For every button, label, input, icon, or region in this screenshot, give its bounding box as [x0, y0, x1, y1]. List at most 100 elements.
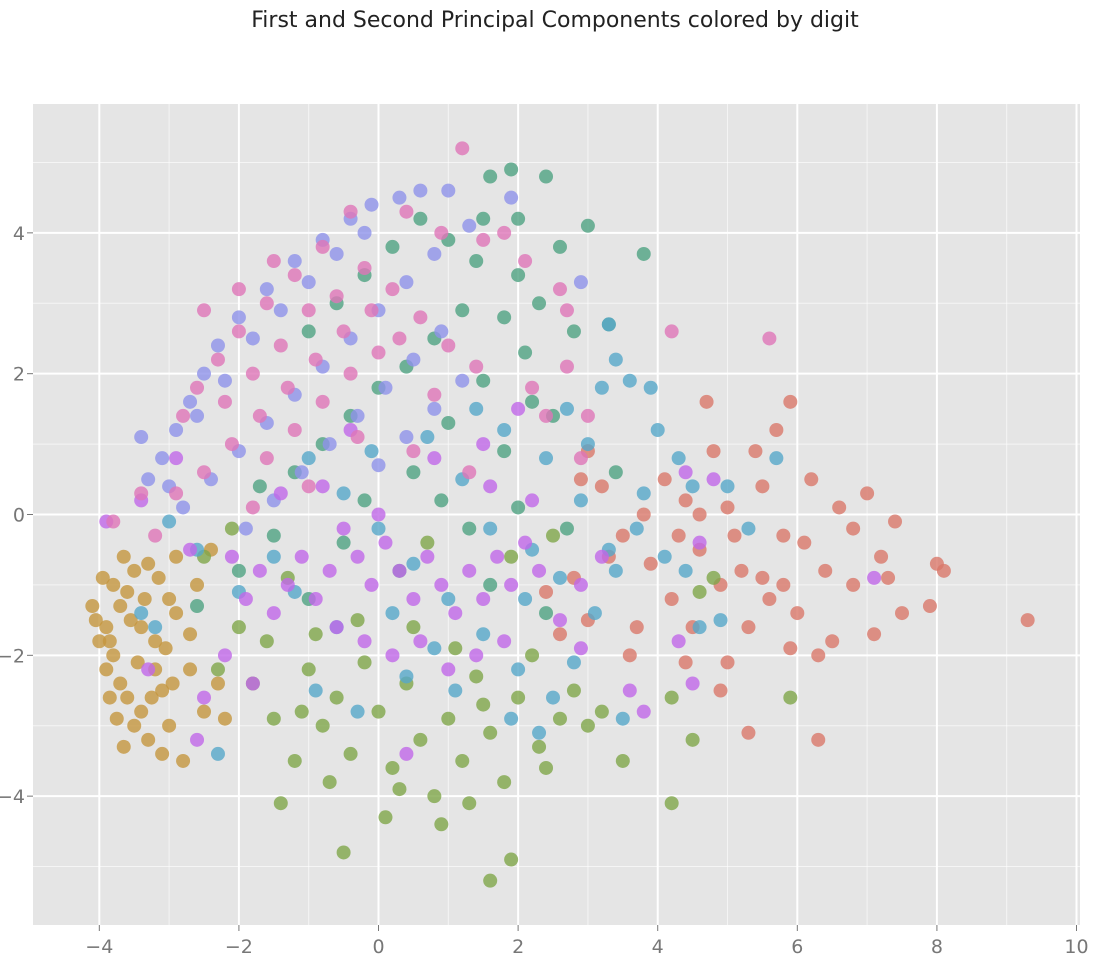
data-point [552, 613, 567, 628]
data-point [148, 620, 163, 635]
data-point [273, 338, 288, 353]
data-point [357, 634, 372, 649]
data-point [657, 549, 672, 564]
data-point [434, 225, 449, 240]
data-point [158, 641, 173, 656]
data-point [678, 655, 693, 670]
data-point [190, 408, 205, 423]
data-point [406, 556, 421, 571]
data-point [364, 303, 379, 318]
data-point [357, 261, 372, 276]
data-point [441, 591, 456, 606]
point-series [134, 183, 588, 536]
point-series [99, 401, 882, 761]
data-point [427, 789, 442, 804]
data-point [483, 169, 498, 184]
data-point [825, 634, 840, 649]
data-point [420, 535, 435, 550]
data-point [273, 486, 288, 501]
y-tick-label: 0 [13, 505, 25, 527]
x-tick-label: −2 [225, 936, 253, 958]
data-point [392, 331, 407, 346]
x-tick-label: 8 [931, 936, 943, 958]
data-point [176, 408, 191, 423]
data-point [413, 211, 428, 226]
data-point [601, 317, 616, 332]
data-point [106, 577, 121, 592]
data-point [266, 254, 281, 269]
data-point [210, 676, 225, 691]
data-point [685, 732, 700, 747]
data-point [636, 704, 651, 719]
data-point [197, 366, 212, 381]
data-point [573, 493, 588, 508]
data-point [210, 746, 225, 761]
data-point [165, 676, 180, 691]
data-point [127, 563, 142, 578]
data-point [539, 606, 554, 621]
data-point [217, 711, 232, 726]
data-point [783, 394, 798, 409]
data-point [720, 479, 735, 494]
data-point [741, 725, 756, 740]
data-point [895, 606, 910, 621]
data-point [455, 303, 470, 318]
data-point [434, 493, 449, 508]
data-point [134, 704, 149, 719]
data-point [155, 746, 170, 761]
data-point [210, 338, 225, 353]
data-point [252, 563, 267, 578]
data-point [776, 528, 791, 543]
data-point [671, 634, 686, 649]
data-point [518, 591, 533, 606]
data-point [280, 577, 295, 592]
data-point [266, 549, 281, 564]
data-point [169, 423, 184, 438]
data-point [427, 451, 442, 466]
data-point [308, 683, 323, 698]
data-point [511, 211, 526, 226]
data-point [469, 254, 484, 269]
data-point [130, 655, 145, 670]
data-point [776, 577, 791, 592]
data-point [336, 486, 351, 501]
data-point [176, 500, 191, 515]
data-point [497, 310, 512, 325]
data-point [266, 711, 281, 726]
data-point [259, 296, 274, 311]
data-point [483, 873, 498, 888]
data-point [210, 352, 225, 367]
data-point [706, 472, 721, 487]
data-point [608, 465, 623, 480]
data-point [762, 591, 777, 606]
data-point [713, 613, 728, 628]
data-point [476, 232, 491, 247]
y-tick-label: −4 [0, 786, 25, 808]
data-point [148, 528, 163, 543]
data-point [685, 479, 700, 494]
data-point [846, 521, 861, 536]
data-point [102, 690, 117, 705]
data-point [504, 711, 519, 726]
data-point [99, 662, 114, 677]
data-point [378, 380, 393, 395]
data-point [413, 183, 428, 198]
data-point [699, 394, 714, 409]
data-point [476, 697, 491, 712]
data-point [343, 746, 358, 761]
data-point [811, 648, 826, 663]
data-point [580, 718, 595, 733]
data-point [357, 225, 372, 240]
data-point [846, 577, 861, 592]
data-point [120, 690, 135, 705]
data-point [497, 423, 512, 438]
data-point [434, 324, 449, 339]
data-point [622, 683, 637, 698]
data-point [692, 584, 707, 599]
data-point [783, 641, 798, 656]
data-point [137, 591, 152, 606]
data-point [127, 718, 142, 733]
data-point [406, 444, 421, 459]
data-point [420, 549, 435, 564]
data-point [413, 634, 428, 649]
